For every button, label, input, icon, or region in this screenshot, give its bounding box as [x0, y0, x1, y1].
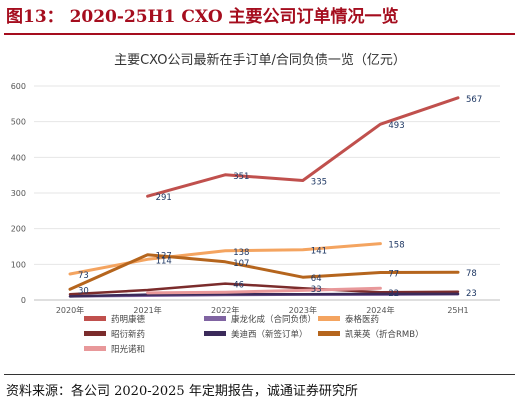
data-label: 141	[311, 247, 327, 257]
legend-label: 阳光诺和	[111, 344, 145, 355]
data-label: 77	[388, 270, 399, 280]
chart-title: 主要CXO公司最新在手订单/合同负债一览（亿元）	[114, 52, 406, 68]
data-label: 158	[388, 241, 404, 251]
data-label: 127	[156, 252, 172, 262]
legend-label: 泰格医药	[345, 314, 379, 325]
data-label: 335	[311, 178, 327, 188]
y-tick-label: 600	[11, 82, 26, 91]
series-line	[146, 96, 460, 198]
data-label: 78	[466, 269, 477, 279]
x-tick-label: 2024年	[366, 305, 394, 315]
x-tick-label: 2022年	[211, 305, 239, 315]
y-tick-label: 200	[11, 225, 26, 234]
legend-swatch	[204, 331, 226, 336]
legend-label: 昭衍新药	[111, 329, 145, 340]
legend-swatch	[318, 316, 340, 321]
data-label: 107	[233, 259, 249, 269]
title-divider	[4, 33, 515, 35]
data-label: 73	[78, 271, 89, 281]
legend-swatch	[84, 331, 106, 336]
legend-label: 美迪西（新签订单）	[231, 329, 308, 340]
data-labels: 291 351 335 493 567 73 114 138 141 158 46 33 22 23 30 1…	[78, 95, 482, 299]
legend-swatch	[318, 331, 340, 336]
grid-lines	[34, 85, 500, 301]
legend-swatch	[84, 346, 106, 351]
legend-swatch	[84, 316, 106, 321]
data-label: 23	[466, 289, 477, 299]
x-tick-label: 2023年	[289, 305, 317, 315]
data-label: 64	[311, 274, 322, 284]
series-line	[146, 286, 382, 295]
data-label: 291	[156, 193, 172, 203]
series-line	[68, 292, 460, 298]
data-label: 138	[233, 248, 249, 258]
series-line	[68, 253, 460, 291]
source-note: 资料来源：各公司 2020-2025 年定期报告，诚通证券研究所	[6, 384, 358, 399]
data-label: 30	[78, 286, 89, 296]
data-label: 351	[233, 172, 249, 182]
data-label: 114	[156, 256, 172, 266]
x-tick-label: 2021年	[133, 305, 161, 315]
legend-label: 药明康德	[111, 314, 146, 325]
legend-label: 康龙化成（合同负债）	[231, 314, 316, 325]
series-line	[68, 282, 460, 296]
y-tick-label: 0	[21, 296, 26, 305]
x-tick-label: 25H1	[447, 306, 468, 315]
x-axis-ticks: 2020年 2021年 2022年 2023年 2024年 25H1	[56, 305, 469, 315]
data-label: 46	[233, 281, 244, 291]
data-label: 22	[388, 289, 399, 299]
figure-title: 图13： 2020-25H1 CXO 主要公司订单情况一览	[6, 7, 399, 27]
y-axis-ticks: 0 100 200 300 400 500 600	[11, 82, 26, 305]
data-label: 567	[466, 95, 482, 105]
series-lines	[68, 96, 460, 298]
legend-swatch	[204, 316, 226, 321]
legend-label: 凯莱英（折合RMB）	[345, 329, 424, 340]
y-tick-label: 100	[11, 260, 26, 269]
series-line	[68, 242, 382, 276]
source-divider	[4, 374, 515, 375]
data-label: 493	[388, 121, 404, 131]
line-chart: 主要CXO公司最新在手订单/合同负债一览（亿元） 0 100 200 300 400 50…	[11, 52, 500, 355]
y-tick-label: 500	[11, 118, 26, 127]
y-tick-label: 400	[11, 153, 26, 162]
data-label: 33	[311, 285, 322, 295]
y-tick-label: 300	[11, 189, 26, 198]
x-tick-label: 2020年	[56, 305, 84, 315]
